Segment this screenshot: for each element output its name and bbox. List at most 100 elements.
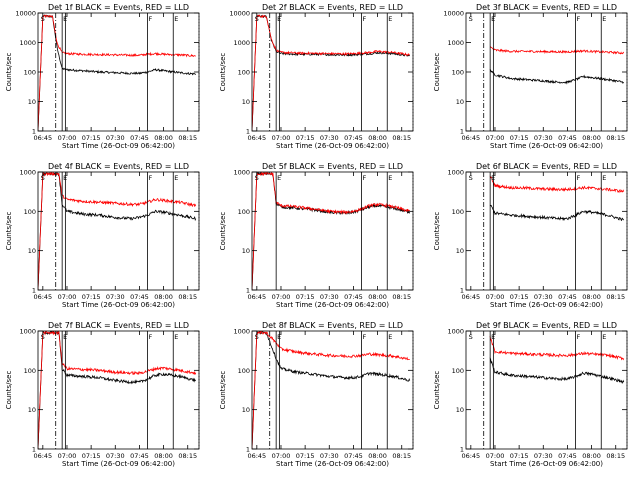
x-tick-label: 07:45: [130, 134, 149, 142]
x-tick-label: 08:15: [178, 293, 197, 301]
marker-label: E: [388, 15, 392, 23]
events-series-line: [252, 172, 411, 290]
y-tick-label: 100: [452, 69, 464, 77]
y-tick-label: 100: [24, 208, 36, 216]
y-axis-label: Counts/sec: [5, 371, 13, 410]
x-tick-label: 07:30: [106, 134, 125, 142]
x-tick-label: 07:45: [558, 134, 577, 142]
y-axis-label: Counts/sec: [219, 53, 227, 92]
x-tick-label: 06:45: [461, 134, 480, 142]
x-tick-label: 07:45: [344, 293, 363, 301]
marker-label: S: [41, 174, 45, 182]
plot-area: [252, 14, 411, 131]
x-tick-label: 07:45: [344, 134, 363, 142]
x-tick-label: 08:00: [154, 293, 173, 301]
y-tick-label: 1: [32, 287, 36, 295]
x-tick-label: 07:30: [534, 293, 553, 301]
x-tick-label: 07:30: [534, 452, 553, 460]
y-tick-label: 1000: [447, 169, 464, 177]
marker-label: E: [277, 15, 281, 23]
x-axis-label: Start Time (26-Oct-09 06:42:00): [276, 460, 389, 468]
y-tick-label: 10: [456, 98, 464, 106]
x-tick-label: 07:30: [320, 134, 339, 142]
x-axis-label: Start Time (26-Oct-09 06:42:00): [62, 460, 175, 468]
marker-label: E: [602, 15, 606, 23]
marker-label: F: [148, 15, 152, 23]
x-tick-label: 07:45: [130, 452, 149, 460]
x-tick-label: 07:15: [82, 293, 101, 301]
x-tick-label: 07:30: [106, 293, 125, 301]
marker-label: S: [255, 174, 259, 182]
x-tick-label: 08:15: [392, 293, 411, 301]
panel-title: Det 8f BLACK = Events, RED = LLD: [262, 321, 403, 330]
marker-label: E: [277, 333, 281, 341]
plot-area: [38, 331, 197, 449]
marker-label: E: [63, 333, 67, 341]
y-tick-label: 1000: [233, 39, 250, 47]
y-axis-label: Counts/sec: [219, 212, 227, 251]
y-tick-label: 1: [32, 446, 36, 454]
y-tick-label: 100: [238, 367, 250, 375]
y-axis-label: Counts/sec: [433, 371, 441, 410]
marker-label: F: [576, 174, 580, 182]
y-tick-label: 1: [246, 128, 250, 136]
x-tick-label: 07:30: [320, 293, 339, 301]
plot-area: [38, 172, 197, 290]
y-tick-label: 100: [24, 367, 36, 375]
y-tick-label: 10000: [15, 10, 36, 18]
y-axis-label: Counts/sec: [433, 212, 441, 251]
lld-series-line: [489, 46, 625, 55]
y-tick-label: 1000: [233, 169, 250, 177]
events-series-line: [489, 204, 625, 222]
y-tick-label: 1000: [19, 39, 36, 47]
y-tick-label: 10: [28, 98, 36, 106]
x-tick-label: 08:00: [582, 293, 601, 301]
y-tick-label: 1000: [233, 328, 250, 336]
marker-label: E: [174, 333, 178, 341]
lld-series-line: [252, 172, 411, 290]
marker-label: F: [576, 15, 580, 23]
plot-frame: [465, 171, 628, 291]
x-tick-label: 07:15: [296, 134, 315, 142]
y-tick-label: 10000: [443, 10, 464, 18]
x-tick-label: 07:15: [296, 293, 315, 301]
x-tick-label: 07:15: [296, 452, 315, 460]
panel-title: Det 3f BLACK = Events, RED = LLD: [476, 3, 617, 12]
x-tick-label: 08:15: [392, 134, 411, 142]
plot-area: [489, 46, 625, 85]
y-tick-label: 1000: [19, 328, 36, 336]
y-tick-label: 10: [242, 247, 250, 255]
x-tick-label: 08:15: [178, 134, 197, 142]
x-tick-label: 06:45: [461, 452, 480, 460]
x-axis-label: Start Time (26-Oct-09 06:42:00): [62, 142, 175, 150]
plot-frame: [37, 330, 200, 450]
x-axis-label: Start Time (26-Oct-09 06:42:00): [62, 301, 175, 309]
y-tick-label: 1: [460, 128, 464, 136]
marker-label: E: [63, 174, 67, 182]
panel-title: Det 5f BLACK = Events, RED = LLD: [262, 162, 403, 171]
x-tick-label: 07:00: [272, 452, 291, 460]
lld-series-line: [252, 331, 410, 449]
panel-title: Det 6f BLACK = Events, RED = LLD: [476, 162, 617, 171]
x-tick-label: 08:00: [368, 134, 387, 142]
marker-label: S: [469, 333, 473, 341]
y-tick-label: 10: [28, 406, 36, 414]
y-tick-label: 100: [452, 208, 464, 216]
x-tick-label: 07:00: [58, 134, 77, 142]
y-tick-label: 1: [32, 128, 36, 136]
x-tick-label: 08:00: [582, 134, 601, 142]
marker-label: F: [148, 333, 152, 341]
plot-area: [38, 14, 196, 131]
x-tick-label: 08:00: [368, 452, 387, 460]
marker-label: S: [255, 15, 259, 23]
plot-frame: [37, 171, 200, 291]
x-tick-label: 08:00: [154, 452, 173, 460]
marker-label: S: [469, 174, 473, 182]
y-tick-label: 1: [460, 287, 464, 295]
